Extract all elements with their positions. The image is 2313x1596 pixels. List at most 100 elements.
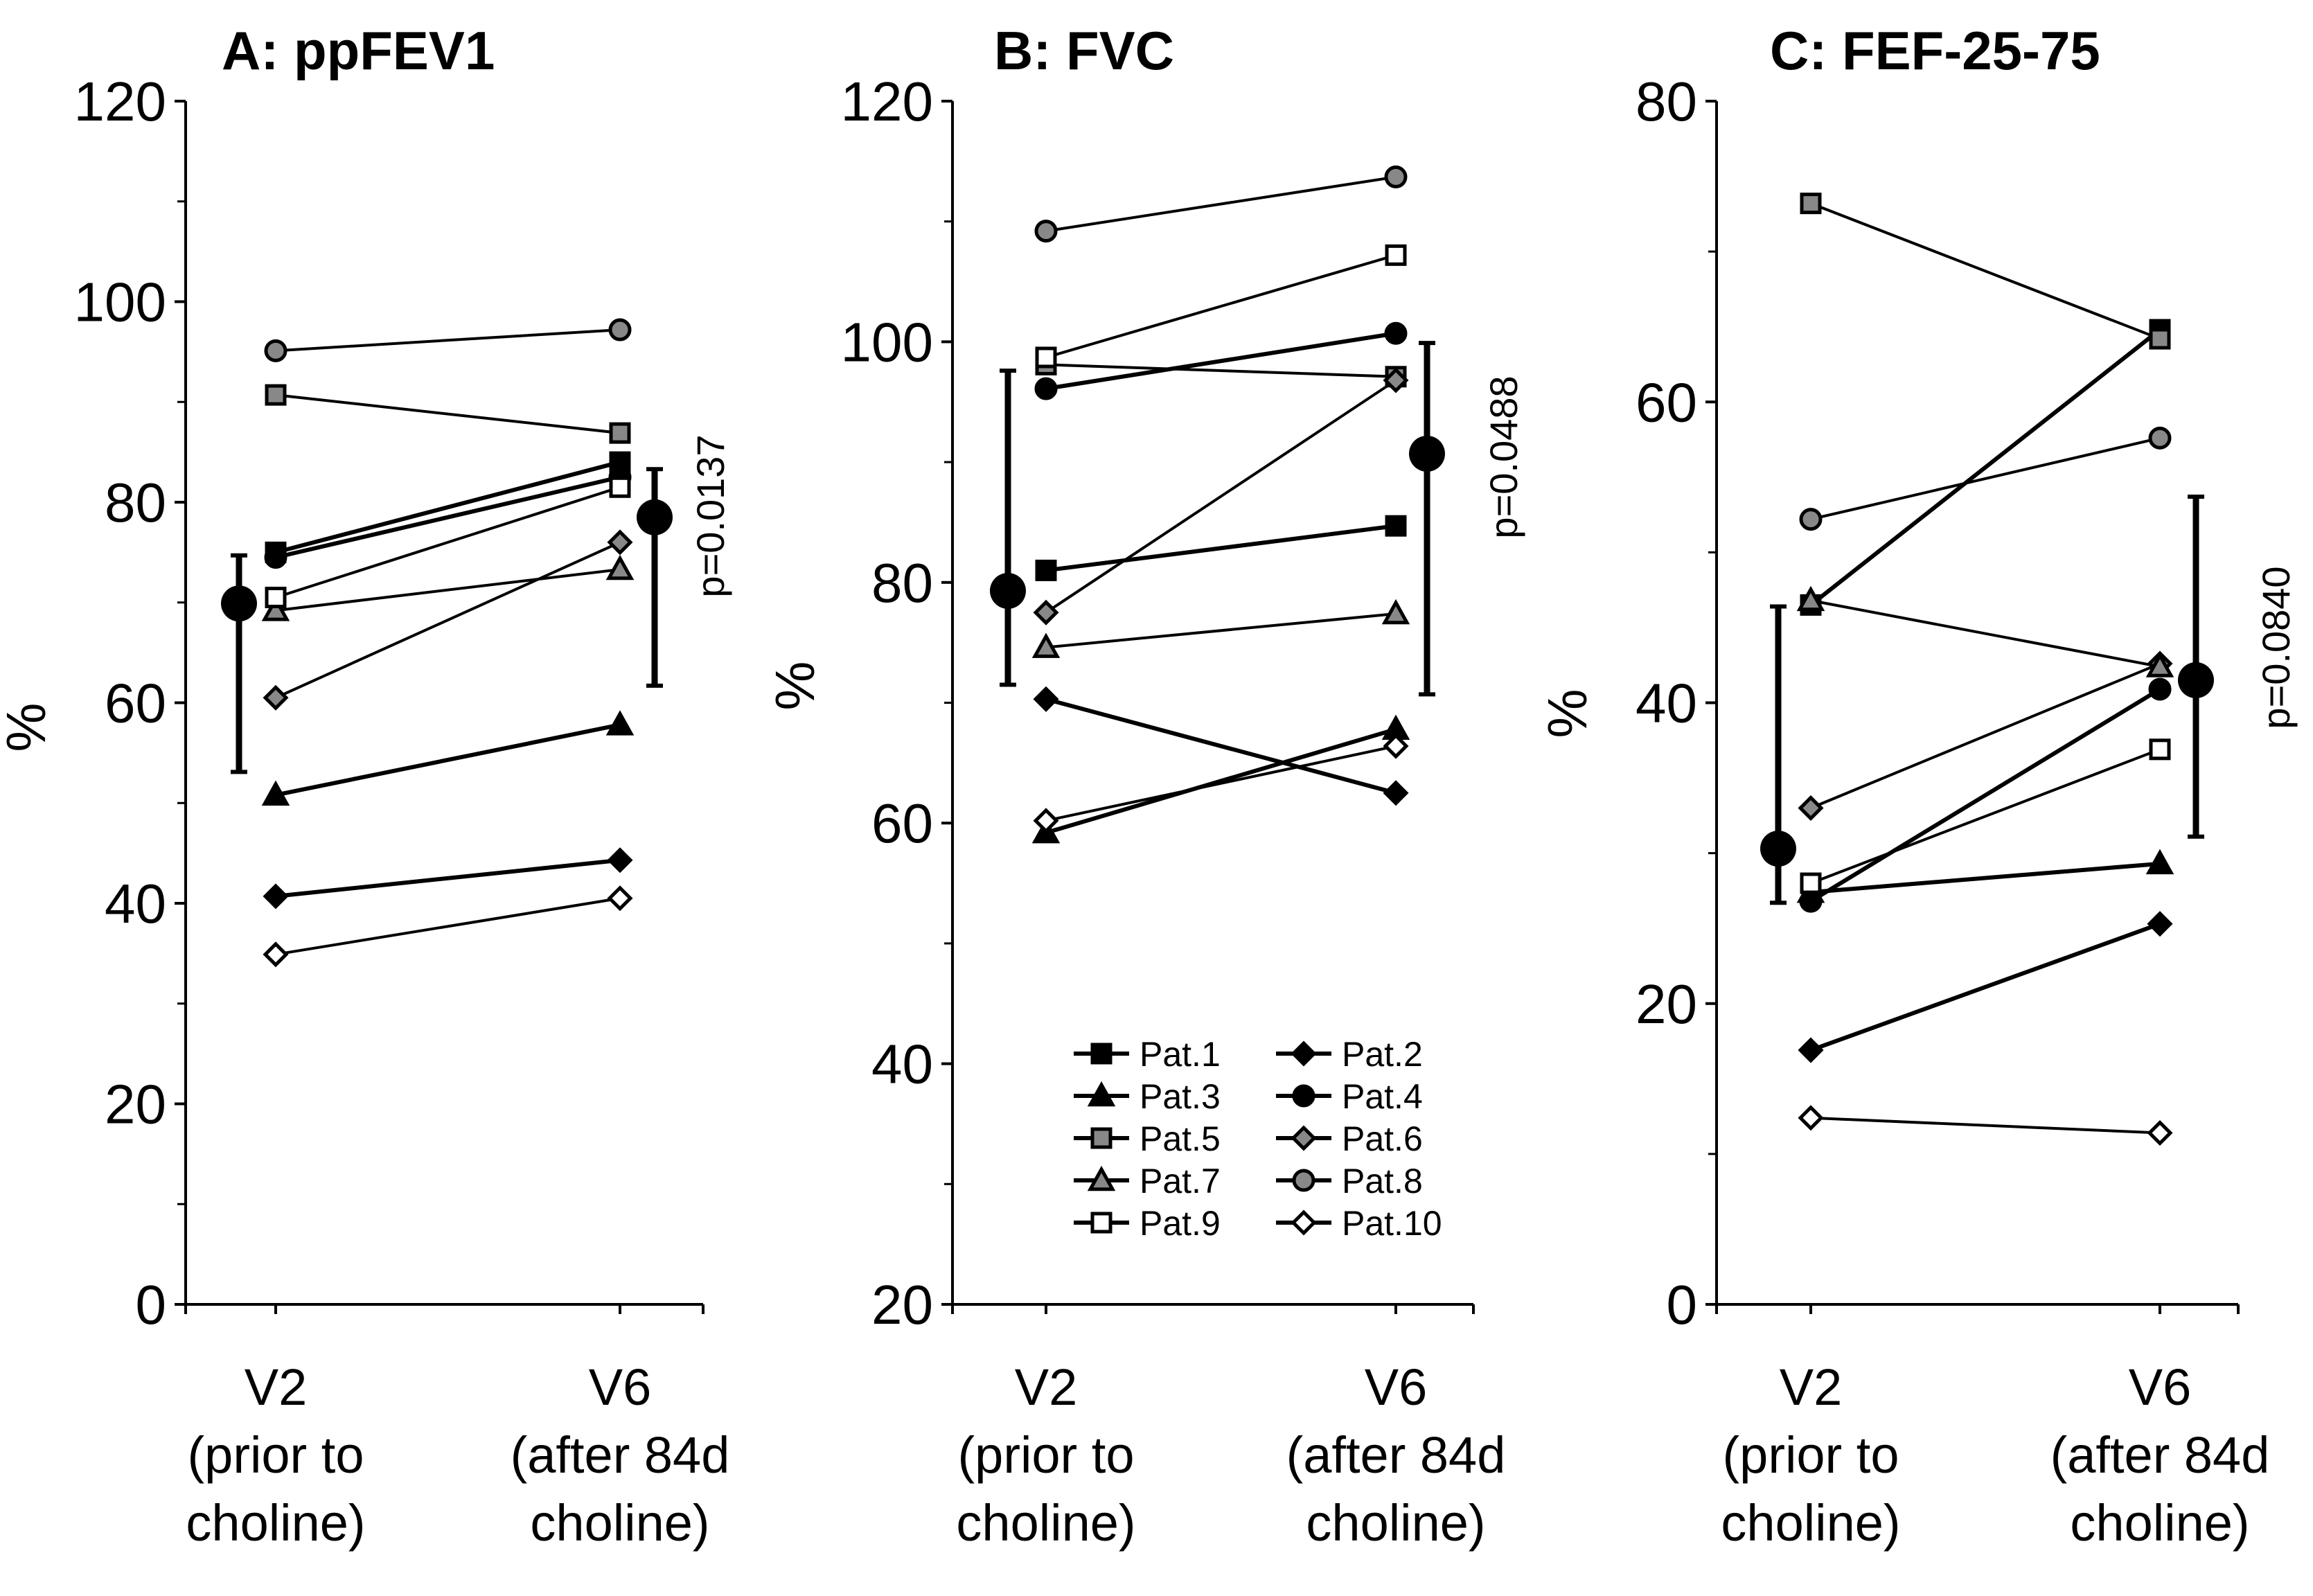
data-point	[264, 339, 287, 362]
data-point	[263, 883, 289, 910]
legend-label: Pat.9	[1140, 1204, 1221, 1243]
data-point	[609, 422, 631, 444]
data-point	[263, 941, 289, 968]
series-line	[275, 460, 621, 555]
chart-panel: B: FVC 20 40 60 80 100 120% V2 (prior to choline)…	[764, 20, 1525, 1552]
legend-label: Pat.5	[1140, 1119, 1221, 1158]
data-point	[1383, 780, 1409, 806]
data-point	[1384, 321, 1408, 345]
series-line	[1810, 598, 2161, 668]
data-point	[1033, 808, 1059, 834]
p-value-label: p=0.0840	[2254, 566, 2298, 729]
series-line	[275, 722, 621, 797]
x-category-label: choline)	[1721, 1494, 1900, 1552]
legend-marker	[1291, 1040, 1317, 1067]
y-tick-label: 60	[105, 673, 166, 734]
series-line	[275, 858, 621, 898]
data-point	[2148, 677, 2172, 701]
series-line	[1045, 697, 1397, 795]
data-point	[1384, 165, 1408, 188]
x-category-label: V2	[1015, 1358, 1078, 1416]
data-point	[1033, 599, 1059, 626]
x-category-label: choline)	[186, 1494, 365, 1552]
data-point	[1798, 1037, 1824, 1063]
mean-point	[1760, 831, 1796, 867]
data-point	[1035, 559, 1057, 581]
panel-title: B: FVC	[994, 20, 1174, 81]
data-point	[2145, 849, 2174, 875]
series-line	[1045, 363, 1397, 378]
data-point	[1798, 1105, 1824, 1131]
legend-label: Pat.7	[1140, 1162, 1221, 1200]
y-tick-label: 20	[1636, 973, 1697, 1035]
data-point	[1385, 515, 1407, 537]
x-category-label: choline)	[1306, 1494, 1485, 1552]
data-point	[2147, 1119, 2173, 1146]
data-point	[1033, 686, 1059, 712]
data-point	[264, 546, 287, 569]
series-line	[1810, 747, 2161, 885]
series-line	[275, 486, 621, 599]
series-line	[1809, 921, 2161, 1052]
y-tick-label: 20	[871, 1274, 933, 1336]
x-category-label: V6	[2129, 1358, 2192, 1416]
series-line	[1809, 328, 2161, 607]
y-tick-label: 0	[136, 1274, 167, 1336]
p-value-label: p=0.0137	[689, 434, 732, 597]
data-point	[2148, 426, 2172, 450]
series-line	[1810, 436, 2161, 521]
series-line	[1810, 662, 2161, 810]
y-tick-label: 0	[1667, 1274, 1698, 1336]
x-category-label: V6	[1365, 1358, 1428, 1416]
data-point	[607, 847, 633, 874]
data-point	[1034, 377, 1058, 400]
mean-point	[990, 572, 1026, 609]
legend-marker	[1292, 1169, 1315, 1192]
data-point	[605, 554, 635, 580]
legend-marker	[1090, 1043, 1113, 1065]
data-point	[1798, 795, 1824, 822]
y-axis-label: %	[764, 661, 826, 710]
legend-label: Pat.2	[1342, 1035, 1423, 1074]
series-line	[1045, 379, 1397, 614]
series-line	[1045, 524, 1397, 573]
data-point	[2147, 911, 2173, 937]
data-point	[1799, 508, 1823, 531]
y-tick-label: 100	[74, 272, 166, 333]
x-category-label: V2	[1780, 1358, 1843, 1416]
y-tick-label: 40	[1636, 673, 1697, 734]
chart-panel: A: ppFEV1 0 20 40 60 80 100 120% V2 (prior to chol…	[0, 20, 732, 1552]
data-point	[1800, 193, 1822, 215]
data-point	[265, 384, 287, 406]
y-tick-label: 60	[1636, 371, 1697, 433]
y-axis-label: %	[1536, 689, 1598, 738]
series-line	[1810, 202, 2161, 340]
y-tick-label: 120	[841, 71, 933, 132]
legend-marker	[1090, 1212, 1113, 1234]
data-point	[1796, 585, 1825, 612]
legend-marker	[1087, 1081, 1116, 1107]
legend-label: Pat.10	[1342, 1204, 1442, 1243]
legend-marker	[1291, 1125, 1317, 1151]
data-point	[261, 780, 290, 806]
y-tick-label: 40	[871, 1034, 933, 1095]
legend-marker	[1291, 1209, 1317, 1236]
mean-point	[637, 499, 673, 535]
series-line	[275, 393, 621, 435]
series-line	[275, 475, 621, 560]
data-point	[609, 476, 631, 498]
legend-label: Pat.3	[1140, 1077, 1221, 1116]
chart-panel: C: FEF-25-75 0 20 40 60 80% V2 (prior to choline…	[1536, 20, 2298, 1552]
data-point	[2145, 652, 2174, 677]
legend-marker	[1090, 1127, 1113, 1149]
data-point	[1800, 872, 1822, 894]
series-line	[275, 328, 621, 353]
series-line	[1045, 331, 1397, 391]
data-point	[1385, 244, 1407, 266]
series-line	[275, 567, 621, 612]
x-category-label: choline)	[2070, 1494, 2249, 1552]
panel-title: C: FEF-25-75	[1770, 20, 2100, 81]
series-line	[1809, 687, 2161, 903]
data-point	[2149, 328, 2171, 350]
y-tick-label: 60	[871, 792, 933, 854]
